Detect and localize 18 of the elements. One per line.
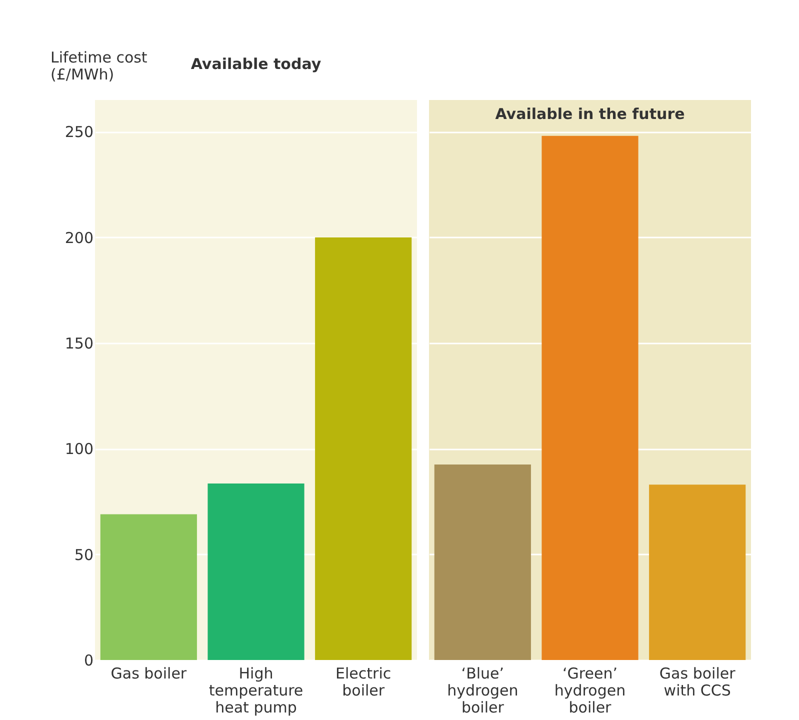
x-tick-label: Gas boiler [110,664,188,682]
y-tick-label: 200 [64,228,94,247]
x-tick-label: High temperature heat pump [208,664,304,716]
chart-title: Available in the future [495,105,685,123]
y-tick-label: 50 [74,546,94,564]
x-tick-label: Gas boiler with CCS [659,664,736,700]
x-tick-label: Electric boiler [336,664,392,700]
y-tick-label: 250 [64,123,94,142]
chart-title: Available today [190,55,322,73]
y-axis-title: Lifetime cost (£/MWh) [50,48,148,84]
x-tick-label: ‘Green’ hydrogen boiler [554,664,626,716]
bar [315,237,412,660]
x-tick-label: ‘Blue’ hydrogen boiler [447,664,518,716]
y-tick-label: 100 [64,440,94,458]
bar [100,514,197,660]
bar [208,484,304,660]
y-tick-label: 150 [64,334,94,353]
y-tick-label: 0 [84,652,94,670]
